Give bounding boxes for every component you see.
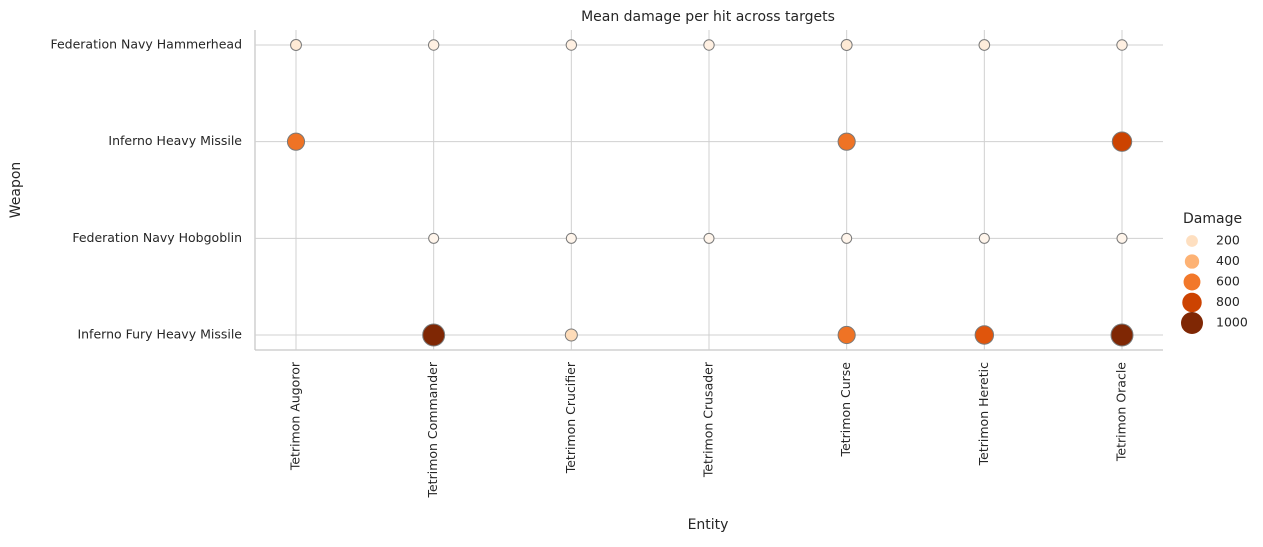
legend-marker [1182, 292, 1202, 313]
legend-title: Damage [1183, 211, 1242, 227]
legend-marker [1181, 312, 1203, 334]
y-tick-label: Federation Navy Hobgoblin [72, 230, 242, 245]
legend-marker [1184, 254, 1200, 269]
legend-label: 600 [1216, 274, 1240, 289]
legend-label: 400 [1216, 253, 1240, 268]
y-tick-label: Inferno Heavy Missile [108, 133, 242, 148]
point [840, 39, 853, 51]
point [1110, 323, 1134, 347]
y-axis-label: Weapon [8, 162, 24, 219]
point [1116, 39, 1128, 51]
point [1111, 131, 1133, 152]
legend-marker [1183, 273, 1201, 291]
point [703, 232, 715, 244]
x-tick-label: Tetrimon Curse [838, 362, 853, 458]
x-tick-label: Tetrimon Oracle [1114, 362, 1129, 462]
point [565, 39, 578, 51]
point [703, 39, 715, 51]
x-tick-label: Tetrimon Commander [425, 361, 440, 498]
x-tick-label: Tetrimon Crusader [701, 361, 716, 478]
point [841, 232, 853, 244]
legend-label: 800 [1216, 294, 1240, 309]
point [978, 39, 991, 51]
point [290, 39, 302, 51]
point [428, 232, 440, 244]
point [286, 132, 306, 151]
x-tick-label: Tetrimon Heretic [976, 362, 991, 466]
point [837, 132, 856, 151]
point [974, 325, 995, 345]
legend-marker [1186, 235, 1198, 247]
x-axis-label: Entity [688, 517, 729, 533]
x-tick-label: Tetrimon Augoror [288, 361, 303, 471]
point [565, 232, 577, 244]
point [422, 323, 446, 347]
point [978, 232, 990, 244]
y-tick-label: Federation Navy Hammerhead [50, 37, 242, 52]
x-tick-label: Tetrimon Crucifier [563, 361, 578, 474]
point [564, 328, 578, 342]
chart-title: Mean damage per hit across targets [581, 9, 835, 25]
point [837, 325, 856, 345]
y-tick-label: Inferno Fury Heavy Missile [77, 327, 242, 342]
legend-label: 200 [1216, 233, 1240, 248]
point [427, 39, 440, 51]
legend-label: 1000 [1216, 315, 1248, 330]
point [1116, 232, 1128, 244]
